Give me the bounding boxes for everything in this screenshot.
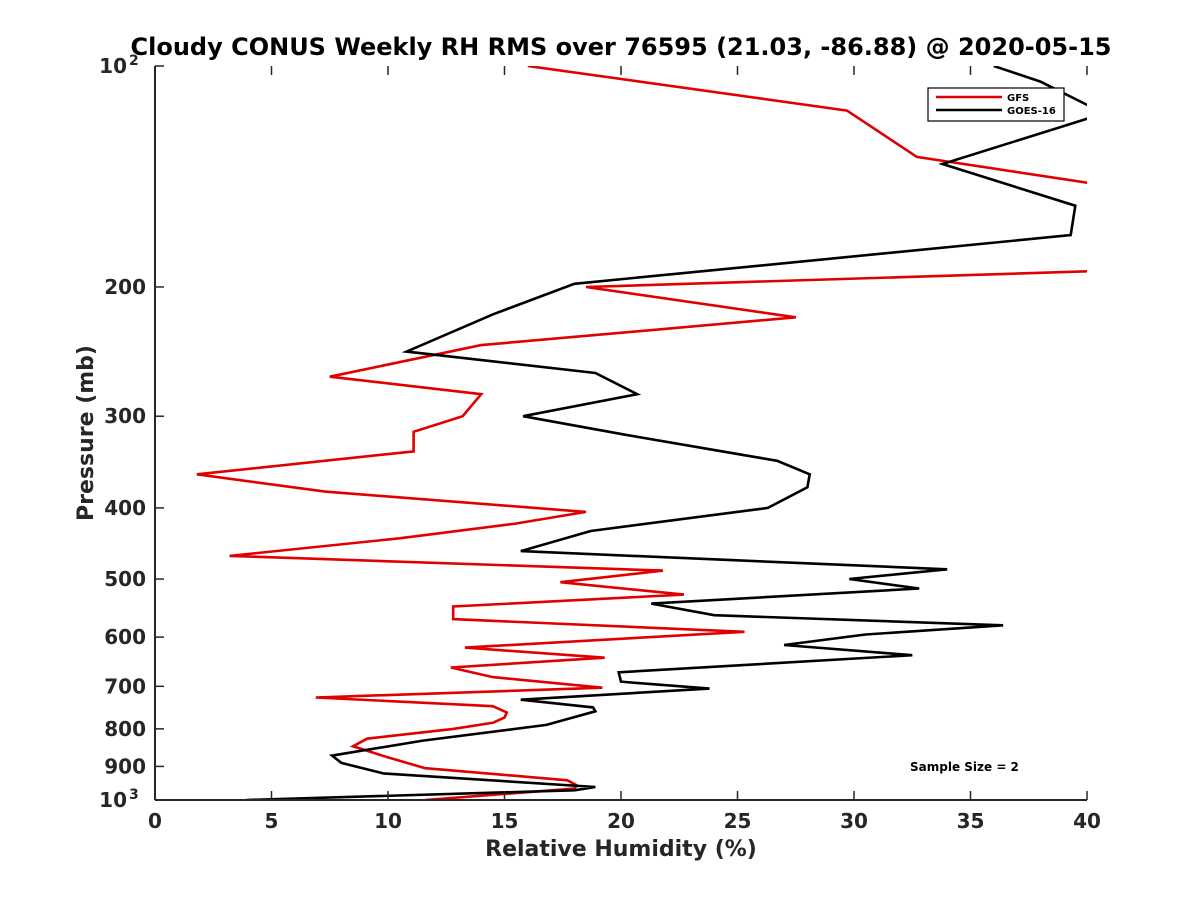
x-axis-title: Relative Humidity (%): [485, 837, 757, 862]
y-tick-label: 900: [104, 754, 146, 778]
rh-rms-profile-chart: Cloudy CONUS Weekly RH RMS over 76595 (2…: [0, 0, 1200, 900]
y-tick-label: 700: [104, 674, 146, 698]
x-tick-label: 30: [840, 809, 868, 833]
y-tick-label: 10: [99, 54, 127, 78]
legend-label-gfs: GFS: [1007, 93, 1029, 104]
x-tick-label: 5: [265, 809, 279, 833]
chart-title: Cloudy CONUS Weekly RH RMS over 76595 (2…: [131, 33, 1112, 61]
y-tick-label: 800: [104, 717, 146, 741]
y-tick-exponent: 2: [129, 53, 139, 69]
y-axis-title: Pressure (mb): [74, 345, 99, 521]
x-tick-label: 20: [607, 809, 635, 833]
y-tick-label: 300: [104, 404, 146, 428]
y-tick-label: 500: [104, 567, 146, 591]
y-tick-label: 400: [104, 496, 146, 520]
x-tick-label: 40: [1073, 809, 1101, 833]
y-tick-label: 600: [104, 625, 146, 649]
y-tick-label: 10: [99, 788, 127, 812]
x-tick-label: 15: [491, 809, 519, 833]
x-tick-label: 10: [374, 809, 402, 833]
legend: GFS GOES-16: [928, 88, 1064, 121]
legend-label-goes-16: GOES-16: [1007, 106, 1056, 117]
sample-size-annotation: Sample Size = 2: [910, 760, 1019, 774]
y-tick-label: 200: [104, 275, 146, 299]
x-tick-label: 25: [724, 809, 752, 833]
y-tick-exponent: 3: [129, 787, 139, 803]
figure-background: [0, 0, 1200, 900]
x-tick-label: 35: [957, 809, 985, 833]
x-tick-label: 0: [148, 809, 162, 833]
